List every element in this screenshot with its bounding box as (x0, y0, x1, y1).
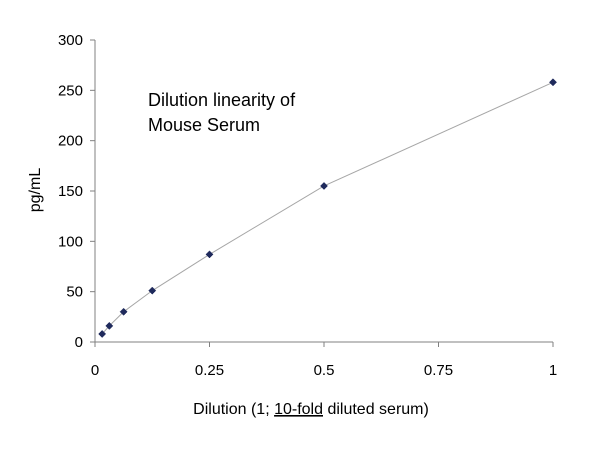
y-tick-label: 100 (58, 233, 83, 250)
data-point (119, 307, 128, 316)
data-point (549, 78, 557, 87)
y-tick-label: 250 (58, 82, 83, 99)
x-axis-label: Dilution (1; 10-fold diluted serum) (193, 401, 429, 418)
y-tick-label: 50 (66, 284, 83, 301)
x-axis-label-part-1: Dilution (1; (193, 401, 274, 418)
x-tick-label: 1 (549, 362, 557, 379)
data-point (320, 182, 328, 190)
data-point (205, 250, 214, 259)
data-point (98, 329, 107, 338)
y-tick-label: 200 (58, 133, 83, 150)
series-points-group (98, 78, 557, 338)
y-axis-label: pg/mL (27, 168, 44, 213)
x-tick-label: 0.25 (195, 362, 224, 379)
chart-annotation-line-2: Mouse Serum (148, 115, 260, 135)
data-point (105, 321, 114, 330)
x-axis-label-part-3: diluted serum) (323, 401, 429, 418)
x-tick-label: 0.5 (314, 362, 335, 379)
y-axis: 0 50 100 150 200 250 300 (58, 32, 95, 351)
plot-frame (94, 40, 553, 343)
y-tick-label: 300 (58, 32, 83, 49)
x-tick-label: 0.75 (424, 362, 453, 379)
x-axis-label-underlined-part: 10-fold (274, 401, 323, 418)
data-point (148, 286, 157, 295)
x-tick-label: 0 (91, 362, 99, 379)
y-tick-label: 0 (75, 334, 83, 351)
y-tick-label: 150 (58, 183, 83, 200)
chart-annotation-line-1: Dilution linearity of (148, 90, 296, 110)
x-axis: 0 0.25 0.5 0.75 1 (91, 342, 557, 379)
